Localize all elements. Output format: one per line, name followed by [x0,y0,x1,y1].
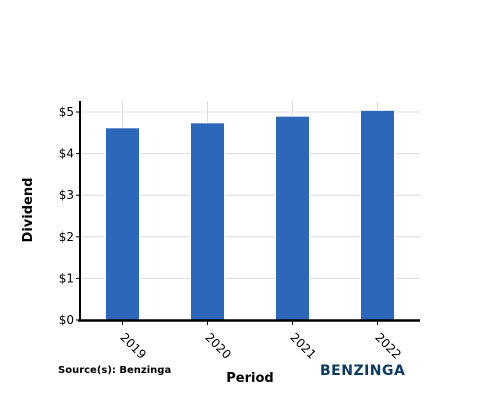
y-tick-label: $5 [59,105,74,119]
y-tick-label: $1 [59,271,74,285]
axes [78,101,420,322]
x-tick-label: 2019 [117,330,148,361]
bar-2019 [105,127,140,321]
source-note: Source(s): Benzinga [58,365,171,376]
y-axis-title: Dividend [21,178,36,243]
y-tick-labels: $0 $1 $2 $3 $4 $5 [59,105,80,327]
x-axis-title: Period [226,371,273,386]
y-tick-label: $2 [59,230,74,244]
y-tick-label: $4 [59,147,74,161]
bars [105,109,395,321]
benzinga-logo: BENZINGA [320,363,405,379]
bar-2020 [190,122,225,321]
bar-2022 [360,109,395,321]
x-tick-label: 2020 [202,330,233,361]
x-tick-label: 2022 [372,330,403,361]
x-tick-labels: 2019 2020 2021 2022 [117,320,404,362]
x-tick-label: 2021 [287,330,318,361]
y-tick-label: $3 [59,188,74,202]
y-tick-label: $0 [59,313,74,327]
bar-2021 [275,115,310,321]
